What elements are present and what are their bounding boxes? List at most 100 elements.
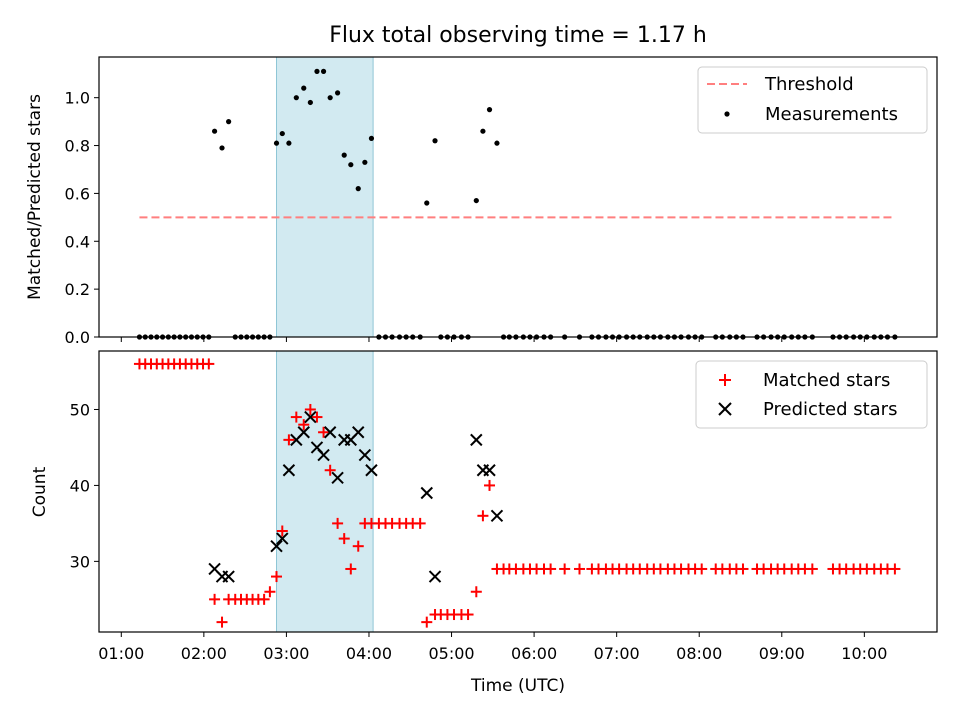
legend-measurements-swatch bbox=[724, 111, 730, 117]
predicted-star-marker bbox=[420, 486, 433, 500]
matched-star-marker bbox=[324, 464, 336, 476]
matched-star-marker bbox=[283, 434, 295, 446]
chart-title: Flux total observing time = 1.17 h bbox=[329, 23, 707, 48]
matched-star-marker bbox=[338, 533, 350, 545]
x-axis-label: Time (UTC) bbox=[470, 676, 565, 696]
measurement-point bbox=[355, 186, 361, 192]
matched-star-marker bbox=[258, 593, 270, 605]
bottom-x-tick-label: 01:00 bbox=[98, 644, 144, 663]
matched-star-marker bbox=[696, 563, 708, 575]
top-x-ticks bbox=[120, 337, 865, 342]
predicted-star-marker bbox=[276, 532, 289, 545]
legend-matched-label: Matched stars bbox=[763, 370, 890, 391]
matched-star-marker bbox=[209, 593, 221, 605]
measurement-point bbox=[279, 130, 285, 137]
predicted-star-marker bbox=[222, 570, 235, 583]
matched-star-marker bbox=[318, 426, 330, 438]
bottom-axes-frame bbox=[98, 350, 938, 633]
predicted-star-marker bbox=[470, 433, 483, 447]
predicted-star-marker bbox=[352, 426, 365, 439]
matched-star-marker bbox=[345, 563, 357, 575]
measurement-point bbox=[424, 200, 430, 206]
bottom-x-tick-label: 02:00 bbox=[181, 644, 227, 663]
bottom-x-tick-label: 04:00 bbox=[346, 644, 392, 663]
bottom-x-tick-label: 03:00 bbox=[263, 644, 309, 663]
top-legend-box bbox=[697, 66, 928, 134]
measurement-point bbox=[480, 128, 486, 134]
measurement-point bbox=[293, 95, 299, 101]
measurement-point bbox=[314, 68, 320, 74]
matched-star-marker bbox=[414, 517, 426, 529]
matched-star-marker bbox=[264, 586, 276, 598]
measurement-point bbox=[368, 135, 375, 141]
bottom-x-tick-label: 08:00 bbox=[676, 644, 722, 663]
measurement-point bbox=[335, 90, 341, 96]
matched-star-marker bbox=[484, 479, 496, 491]
measurement-point bbox=[211, 128, 218, 134]
top-y-tick-label: 0.4 bbox=[65, 232, 90, 251]
bottom-y-ticks: 30 40 50 bbox=[70, 400, 99, 571]
predicted-star-marker bbox=[282, 464, 296, 477]
matched-star-marker bbox=[545, 563, 557, 575]
predicted-star-marker bbox=[358, 448, 372, 462]
bottom-y-tick-label: 30 bbox=[70, 552, 90, 571]
matched-star-marker bbox=[290, 411, 302, 423]
bottom-panel: 30 40 50 01:00 02:00 03:00 04:00 05:00 06:00 07:… bbox=[30, 350, 938, 696]
predicted-star-marker bbox=[270, 539, 283, 553]
predicted-star-marker bbox=[490, 509, 504, 523]
measurement-point bbox=[226, 119, 232, 125]
top-y-tick-label: 0.2 bbox=[65, 280, 90, 299]
measurement-point bbox=[341, 152, 347, 158]
predicted-star-marker bbox=[365, 464, 378, 477]
matched-star-marker bbox=[421, 616, 433, 628]
matched-star-marker bbox=[352, 540, 364, 552]
matched-star-marker bbox=[559, 563, 571, 575]
measurement-point bbox=[286, 140, 292, 146]
top-panel: 0.0 0.2 0.4 0.6 0.8 1.0 Matched/Predicted sta… bbox=[25, 56, 938, 347]
measurement-point bbox=[348, 162, 354, 168]
top-legend: Threshold Measurements bbox=[697, 66, 928, 134]
legend-measurements-label: Measurements bbox=[765, 104, 898, 125]
bottom-x-tick-label: 05:00 bbox=[428, 644, 474, 663]
bottom-x-tick-label: 07:00 bbox=[594, 644, 640, 663]
matched-star-marker bbox=[298, 419, 310, 431]
measurement-point bbox=[486, 107, 493, 113]
predicted-star-marker bbox=[323, 426, 337, 439]
predicted-star-marker bbox=[304, 410, 317, 424]
matched-star-marker bbox=[304, 403, 316, 415]
bottom-y-tick-label: 50 bbox=[70, 400, 90, 419]
matched-star-marker bbox=[477, 510, 489, 522]
predicted-star-marker bbox=[483, 464, 496, 477]
predicted-star-marker bbox=[428, 570, 442, 583]
top-y-tick-label: 0.6 bbox=[65, 184, 90, 203]
legend-predicted-swatch bbox=[718, 402, 732, 416]
bottom-x-ticks: 01:00 02:00 03:00 04:00 05:00 06:00 07:00 08:00… bbox=[98, 632, 887, 663]
bottom-x-tick-label: 06:00 bbox=[511, 644, 557, 663]
matched-star-marker bbox=[271, 571, 283, 583]
predicted-star-marker bbox=[297, 426, 310, 439]
measurement-point bbox=[219, 145, 225, 151]
measurement-point bbox=[301, 85, 307, 91]
measurement-point bbox=[432, 138, 438, 144]
legend-threshold-label: Threshold bbox=[764, 74, 854, 95]
measurement-point bbox=[327, 95, 333, 101]
predicted-star-markers bbox=[208, 410, 504, 583]
predicted-star-marker bbox=[331, 471, 344, 485]
matched-star-marker bbox=[216, 616, 228, 628]
measurement-point bbox=[362, 159, 368, 165]
bottom-legend-box bbox=[695, 360, 928, 429]
measurement-point bbox=[473, 197, 479, 204]
top-y-axis-label: Matched/Predicted stars bbox=[25, 94, 45, 300]
legend-predicted-label: Predicted stars bbox=[763, 399, 897, 420]
measurement-point bbox=[307, 99, 313, 106]
top-axes-frame bbox=[98, 56, 938, 338]
matched-star-marker bbox=[889, 563, 901, 575]
matched-star-markers bbox=[133, 358, 901, 628]
measurement-point bbox=[273, 140, 280, 146]
matched-star-marker bbox=[806, 563, 818, 575]
matched-star-marker bbox=[574, 563, 586, 575]
top-y-tick-label: 1.0 bbox=[65, 89, 90, 108]
matched-star-marker bbox=[462, 609, 474, 621]
bottom-x-tick-label: 10:00 bbox=[841, 644, 887, 663]
